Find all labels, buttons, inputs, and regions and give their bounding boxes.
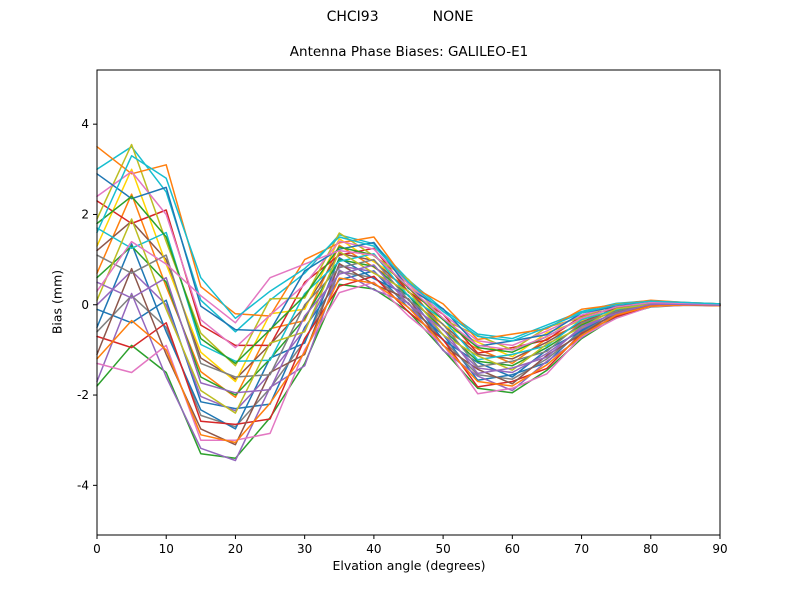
series-line: [96, 262, 721, 446]
station-id-label: CHCI93: [326, 9, 379, 25]
chart-title: Antenna Phase Biases: GALILEO-E1: [289, 44, 529, 60]
figure-suptitle: CHCI93 NONE: [0, 9, 800, 25]
x-tick-label: 30: [297, 542, 312, 556]
series-line: [96, 227, 721, 362]
x-tick-label: 80: [643, 542, 658, 556]
x-tick-label: 50: [435, 542, 450, 556]
y-tick-label: 4: [81, 117, 89, 131]
x-tick-label: 10: [159, 542, 174, 556]
series-line: [96, 155, 721, 342]
y-tick-label: 2: [81, 207, 89, 221]
series-line: [96, 281, 721, 441]
y-tick-label: 0: [81, 298, 89, 312]
y-tick-label: -2: [77, 388, 89, 402]
series-line: [96, 170, 721, 349]
series-line: [96, 264, 721, 394]
x-tick-label: 0: [93, 542, 101, 556]
series-line: [96, 218, 721, 414]
solution-label: NONE: [432, 9, 474, 25]
series-line: [96, 143, 721, 367]
series-line: [96, 173, 721, 348]
x-tick-label: 20: [228, 542, 243, 556]
series-line: [96, 240, 721, 351]
y-axis-label: Bias (mm): [49, 269, 65, 335]
x-axis-label: Elvation angle (degrees): [332, 558, 486, 573]
x-tick-label: 70: [574, 542, 589, 556]
x-tick-label: 90: [712, 542, 727, 556]
series-line: [96, 254, 721, 378]
x-tick-label: 40: [366, 542, 381, 556]
series-line: [96, 275, 721, 426]
y-tick-label: -4: [77, 478, 89, 492]
series-line: [96, 277, 721, 444]
x-tick-label: 60: [505, 542, 520, 556]
axes-frame: [96, 69, 721, 536]
